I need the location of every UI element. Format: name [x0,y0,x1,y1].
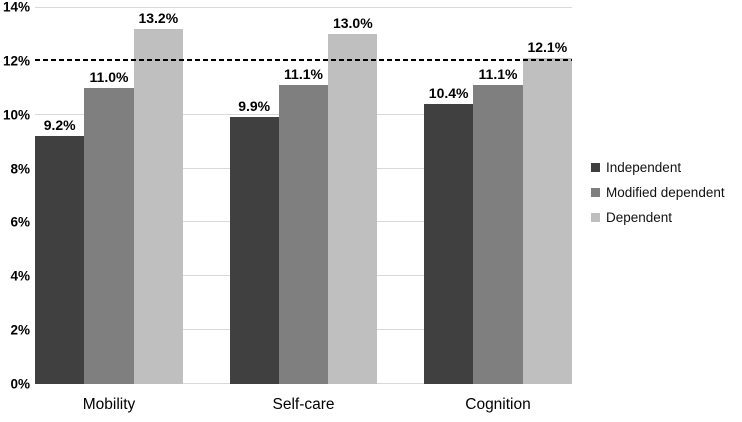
bar-value-label: 12.1% [527,39,568,56]
bar-groups: 9.2% 11.0% 13.2% 9.9% 11.1% 13.0% 10.4% 11.1% 12… [35,7,572,384]
legend-label: Dependent [606,210,673,225]
bar-modified-dependent-cognition [473,85,523,384]
bar-group-self-care: 9.9% 11.1% 13.0% [229,7,378,384]
bar-value-label: 11.1% [478,66,518,83]
y-tick-label: 4% [10,268,30,284]
bar-slot: 9.2% [35,7,85,384]
category-label-cognition: Cognition [465,396,531,413]
bar-slot: 13.0% [328,7,378,384]
bar-dependent-cognition [522,58,572,384]
y-tick-label: 14% [2,0,30,15]
category-label-mobility: Mobility [82,396,136,413]
bar-independent-self-care [229,117,279,384]
legend-swatch-icon [591,213,600,222]
bar-slot: 9.9% [229,7,279,384]
bar-independent-mobility [35,136,85,384]
y-axis: 0% 2% 4% 6% 8% 10% 12% 14% [0,0,30,392]
bar-group-cognition: 10.4% 11.1% 12.1% [424,7,572,384]
legend-swatch-icon [591,163,600,172]
bar-value-label: 11.1% [284,66,323,83]
legend: Independent Modified dependent Dependent [591,160,725,225]
legend-item-independent: Independent [591,160,725,175]
bar-modified-dependent-self-care [278,85,329,384]
legend-label: Modified dependent [606,185,725,200]
bar-slot: 11.1% [278,7,329,384]
bar-dependent-mobility [133,28,183,384]
bar-modified-dependent-mobility [84,87,134,384]
bar-slot: 11.1% [473,7,523,384]
x-axis: Mobility Self-care Cognition [35,396,572,414]
bar-slot: 10.4% [424,7,474,384]
y-tick-label: 2% [10,322,30,338]
category-label-self-care: Self-care [272,396,335,413]
bar-value-label: 9.9% [238,98,271,115]
bar-value-label: 13.2% [138,9,179,26]
plot-area: 9.2% 11.0% 13.2% 9.9% 11.1% 13.0% 10.4% 11.1% 12… [35,7,572,384]
y-tick-label: 10% [2,107,30,123]
y-tick-label: 12% [2,53,30,69]
bar-slot: 13.2% [133,7,183,384]
bar-value-label: 10.4% [428,84,469,101]
bar-slot: 11.0% [84,7,134,384]
y-tick-label: 0% [10,376,30,392]
gridline-14% [35,7,572,8]
bar-value-label: 13.0% [332,14,373,31]
bar-value-label: 9.2% [43,117,76,134]
reference-line-12-percent [35,58,572,61]
legend-item-modified-dependent: Modified dependent [591,185,725,200]
legend-item-dependent: Dependent [591,210,725,225]
legend-swatch-icon [591,188,600,197]
bar-slot: 12.1% [522,7,572,384]
bar-dependent-self-care [328,33,378,384]
bar-value-label: 11.0% [89,68,129,85]
legend-label: Independent [606,160,682,175]
y-tick-label: 8% [10,161,30,177]
y-tick-label: 6% [10,214,30,230]
bar-independent-cognition [424,103,474,384]
bar-group-mobility: 9.2% 11.0% 13.2% [35,7,183,384]
